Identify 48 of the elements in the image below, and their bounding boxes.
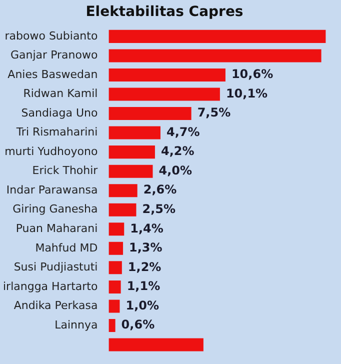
bar xyxy=(108,164,153,178)
bar xyxy=(108,49,322,62)
bar xyxy=(108,242,124,255)
y-tick-label: Lainnya xyxy=(54,318,98,332)
y-tick-label: Sandiaga Uno xyxy=(21,106,98,120)
y-tick-label: Andika Perkasa xyxy=(14,299,98,312)
bar xyxy=(108,280,121,294)
data-label: 2,5% xyxy=(142,202,176,216)
data-label: 1,1% xyxy=(126,279,160,294)
data-label: 1,0% xyxy=(126,298,159,312)
data-label: 0,6% xyxy=(121,318,155,332)
y-tick-label: Ridwan Kamil xyxy=(23,87,98,100)
bar xyxy=(108,107,192,120)
y-tick-label: Susi Pudjiastuti xyxy=(14,260,98,274)
y-tick-label: Ganjar Pranowo xyxy=(10,48,98,62)
bar xyxy=(108,318,116,332)
y-tick-label: Tri Rismaharini xyxy=(15,126,98,139)
y-tick-label: Erick Thohir xyxy=(32,164,98,178)
data-label: 4,0% xyxy=(158,163,192,178)
bar xyxy=(108,30,326,43)
data-label: 7,5% xyxy=(197,106,231,120)
bar xyxy=(108,126,160,140)
data-label: 1,3% xyxy=(129,240,162,255)
data-label: 10,1% xyxy=(226,86,268,100)
data-label: 1,4% xyxy=(130,221,164,236)
data-label: 1,2% xyxy=(128,260,162,274)
bar xyxy=(108,184,138,198)
data-label: 4,7% xyxy=(166,124,200,139)
data-label: 10,6% xyxy=(231,67,274,82)
bar xyxy=(108,146,155,159)
bar xyxy=(108,203,136,216)
bar xyxy=(108,300,120,313)
y-tick-label: murti Yudhoyono xyxy=(4,144,98,158)
y-tick-label: rabowo Subianto xyxy=(4,29,98,42)
data-label: 2,6% xyxy=(143,182,177,197)
y-tick-label: Mahfud MD xyxy=(35,241,98,254)
y-tick-label: Puan Maharani xyxy=(16,222,98,235)
y-tick-label: Indar Parawansa xyxy=(6,183,98,196)
bar xyxy=(108,261,122,274)
bar xyxy=(108,222,124,236)
bar xyxy=(108,338,204,352)
data-label: 4,2% xyxy=(160,144,194,158)
y-tick-label: Anies Baswedan xyxy=(8,68,98,81)
chart-title: Elektabilitas Capres xyxy=(86,4,244,20)
bar xyxy=(108,88,220,101)
y-tick-label: irlangga Hartarto xyxy=(3,280,98,293)
bar xyxy=(108,68,226,82)
y-tick-label: Giring Ganesha xyxy=(12,202,98,216)
